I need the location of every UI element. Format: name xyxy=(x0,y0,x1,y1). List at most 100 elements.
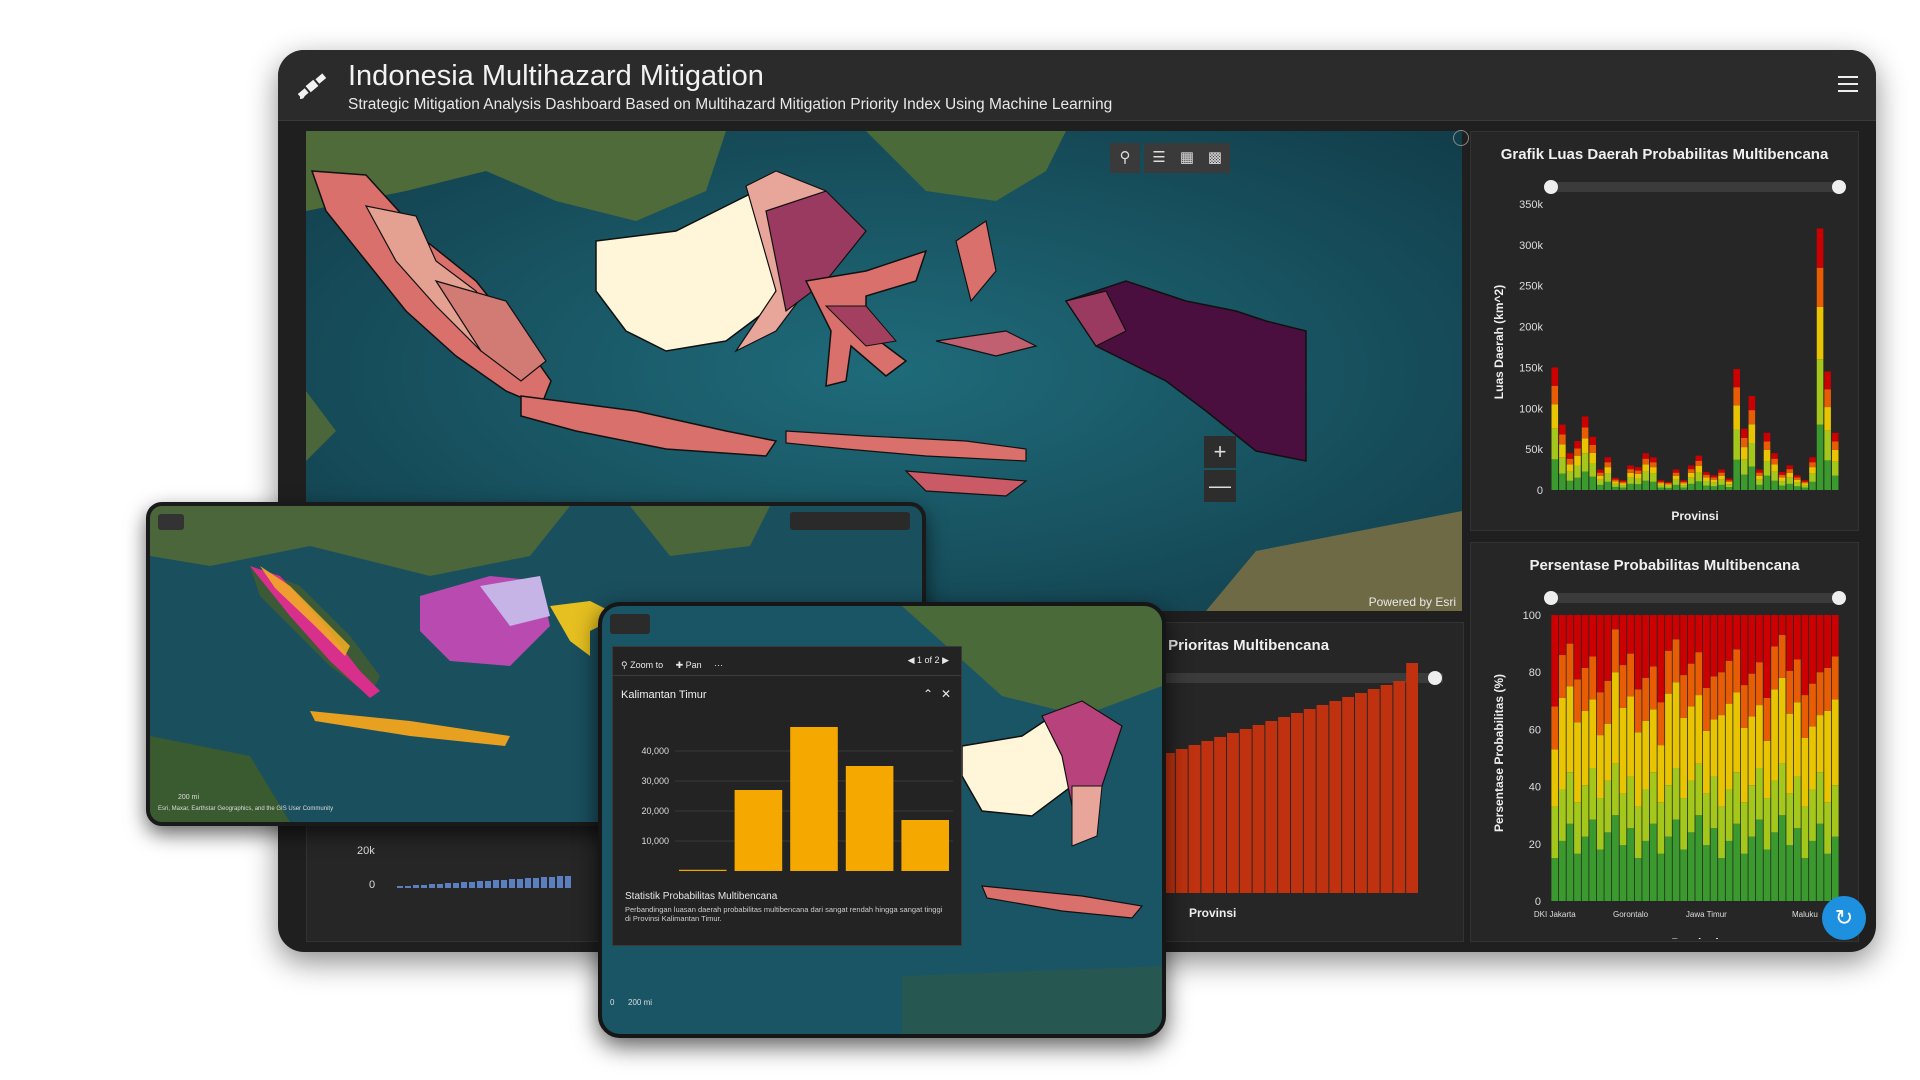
area-bar-segment xyxy=(1831,475,1839,490)
popup-ytick: 30,000 xyxy=(641,776,669,786)
priority-bar xyxy=(1367,689,1380,893)
area-bar-segment xyxy=(1801,485,1809,488)
area-bar-segment xyxy=(1710,477,1718,480)
area-ylabel: Luas Daerah (km^2) xyxy=(1492,285,1506,399)
pct-bar-segment xyxy=(1665,650,1672,694)
area-bar-segment xyxy=(1596,479,1604,485)
area-bar-segment xyxy=(1763,432,1771,442)
pct-bar-segment xyxy=(1589,768,1597,820)
collapse-icon[interactable]: ⌃ xyxy=(922,687,933,701)
area-ytick: 200k xyxy=(1519,322,1543,334)
range-handle-right[interactable] xyxy=(1832,180,1846,194)
pct-bar-segment xyxy=(1604,723,1612,781)
pct-bar-segment xyxy=(1771,646,1778,690)
pct-handle-left[interactable] xyxy=(1544,591,1558,605)
pct-handle-right[interactable] xyxy=(1832,591,1846,605)
tablet-toolbar-icon[interactable] xyxy=(610,614,650,634)
pct-bar-segment xyxy=(1589,819,1597,901)
legend-icon[interactable]: ☰ xyxy=(1144,143,1174,173)
area-bar-segment xyxy=(1763,475,1771,490)
pct-bar-segment xyxy=(1649,772,1657,824)
pct-ytick: 40 xyxy=(1529,782,1541,794)
area-bar-segment xyxy=(1756,469,1763,473)
refresh-button[interactable]: ↻ xyxy=(1822,896,1866,940)
area-bar-segment xyxy=(1665,481,1672,484)
pct-xtick: Jawa Timur xyxy=(1686,910,1727,919)
area-bar-segment xyxy=(1657,487,1665,490)
pct-bar-segment xyxy=(1740,685,1748,728)
area-bar-segment xyxy=(1612,477,1619,480)
area-bar-segment xyxy=(1771,464,1778,472)
range-slider[interactable] xyxy=(1551,182,1839,192)
popup-chart: 10,000 20,000 30,000 40,000 xyxy=(641,727,953,871)
feature-popup: ⚲ Zoom to ✚ Pan ··· ◀ 1 of 2 ▶ Kalimanta… xyxy=(612,646,962,946)
basemap-gallery-icon[interactable]: ▩ xyxy=(1200,143,1230,173)
zoom-in-button[interactable]: + xyxy=(1204,436,1236,468)
tablet-scale-zero: 0 xyxy=(610,998,615,1007)
pct-bar-segment xyxy=(1627,615,1634,654)
area-bar-segment xyxy=(1574,477,1581,490)
zoom-out-button[interactable]: — xyxy=(1204,470,1236,502)
pct-bar-segment xyxy=(1725,615,1733,661)
area-bar-segment xyxy=(1612,479,1619,482)
pct-bar-segment xyxy=(1702,730,1710,794)
pct-bar-segment xyxy=(1619,707,1627,794)
pct-bar-segment xyxy=(1634,806,1642,859)
area-bar-segment xyxy=(1559,434,1566,445)
pct-bar-segment xyxy=(1612,615,1619,630)
area-bar-segment xyxy=(1771,453,1778,459)
pct-xtick: Maluku xyxy=(1792,910,1818,919)
area-bar-segment xyxy=(1634,467,1642,471)
area-bar-segment xyxy=(1642,480,1650,490)
pct-bar-segment xyxy=(1763,740,1771,799)
range-handle-left[interactable] xyxy=(1544,180,1558,194)
priority-bar xyxy=(1291,713,1303,893)
area-bar-segment xyxy=(1596,475,1604,480)
area-bar-segment xyxy=(1596,469,1604,473)
priority-bar xyxy=(1278,717,1290,893)
area-bar-segment xyxy=(1604,481,1612,490)
area-bar-segment xyxy=(1687,483,1695,490)
phone-toolbar-icon[interactable] xyxy=(158,514,184,530)
area-bar-segment xyxy=(1710,475,1718,478)
priority-bar xyxy=(1163,753,1175,893)
pct-bar-segment xyxy=(1642,615,1650,678)
area-bar-segment xyxy=(1778,485,1786,490)
pct-range-slider[interactable] xyxy=(1551,593,1839,603)
expand-icon[interactable] xyxy=(1453,130,1469,146)
pan-button[interactable]: ✚ Pan xyxy=(675,660,702,670)
pct-bar-segment xyxy=(1793,776,1801,829)
area-bar-segment xyxy=(1809,457,1816,463)
absolute-tick-20k: 20k xyxy=(357,845,375,857)
search-icon[interactable]: ⚲ xyxy=(1110,143,1140,173)
pct-bar-segment xyxy=(1665,785,1672,837)
area-bar-segment xyxy=(1612,483,1619,487)
pct-bar-segment xyxy=(1672,682,1680,769)
close-icon[interactable]: ✕ xyxy=(940,687,951,701)
prio-range-slider[interactable] xyxy=(1163,673,1443,683)
pct-bar-segment xyxy=(1718,858,1725,901)
popup-pager[interactable]: ◀ 1 of 2 ▶ xyxy=(907,655,949,665)
layers-icon[interactable]: ▦ xyxy=(1172,143,1202,173)
pct-bar-segment xyxy=(1763,697,1771,741)
pct-bar-segment xyxy=(1558,655,1566,698)
pct-bar-segment xyxy=(1702,845,1710,901)
menu-icon[interactable] xyxy=(1838,76,1858,92)
area-bar-segment xyxy=(1680,481,1687,484)
priority-bar xyxy=(1342,697,1354,893)
more-button[interactable]: ··· xyxy=(714,660,724,670)
area-bar-segment xyxy=(1574,448,1581,456)
area-bar-segment xyxy=(1566,464,1574,472)
pct-bar-segment xyxy=(1574,615,1581,680)
main-map[interactable]: ⚲ ☰ ▦ ▩ + — Powered by Esri xyxy=(306,131,1462,611)
pct-bar-segment xyxy=(1596,735,1604,799)
area-bar-segment xyxy=(1650,462,1657,468)
area-bar-segment xyxy=(1650,473,1657,482)
area-bar-segment xyxy=(1650,481,1657,490)
pct-bar-segment xyxy=(1831,699,1839,786)
area-bar-segment xyxy=(1794,475,1801,478)
prio-handle-right[interactable] xyxy=(1428,671,1442,685)
pct-ytick: 20 xyxy=(1529,839,1541,851)
area-bar-segment xyxy=(1642,453,1650,459)
zoom-to-button[interactable]: ⚲ Zoom to xyxy=(621,660,664,670)
